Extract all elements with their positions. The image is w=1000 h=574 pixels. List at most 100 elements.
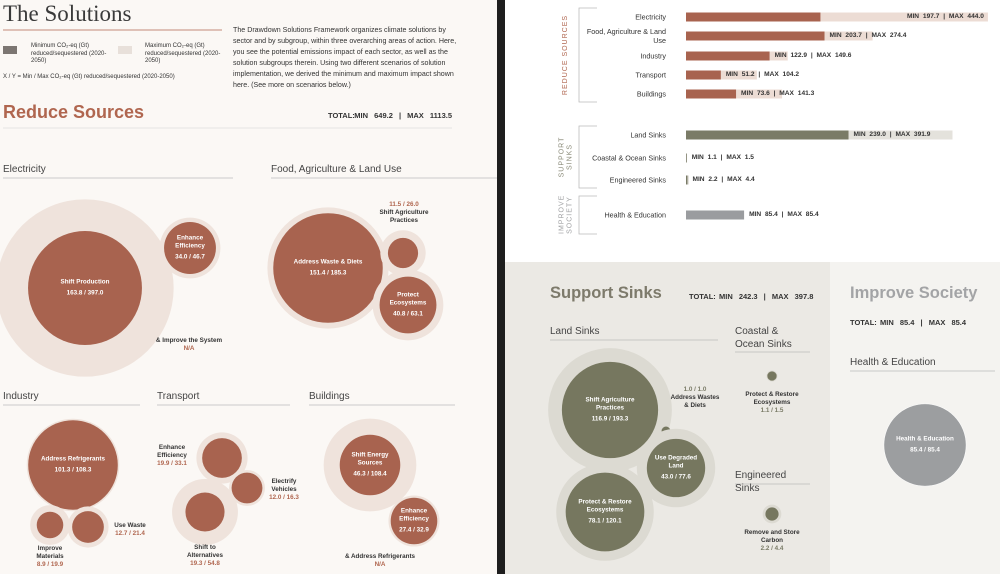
- support-total: MIN 242.3 | MAX 397.8: [719, 292, 814, 301]
- society-total: MIN 85.4 | MAX 85.4: [880, 318, 967, 327]
- bubble-min: [765, 507, 779, 521]
- bar-group-bracket: [578, 7, 597, 103]
- bubble-label: Use Waste 12.7 / 21.4: [110, 522, 150, 538]
- bubble-label: Enhance Efficiency 27.4 / 32.9: [394, 508, 434, 535]
- group-title: Transport: [157, 391, 200, 402]
- bar-value: MIN 122.9 | MAX 149.6: [774, 51, 852, 59]
- bubble-label: Remove and Store Carbon 2.2 / 4.4: [742, 529, 802, 553]
- bar-label: Buildings: [636, 89, 666, 99]
- group-title: Food, Agriculture & Land Use: [271, 164, 402, 175]
- bubble-value: 12.7 / 21.4: [115, 530, 145, 537]
- support-total-label: TOTAL:: [689, 292, 716, 301]
- bubble-min: [164, 222, 216, 274]
- bubble-value: 12.0 / 16.3: [269, 493, 299, 501]
- bubble-name: Shift Production: [60, 278, 110, 286]
- bubble-label: Use Degraded Land 43.0 / 77.6: [653, 455, 700, 482]
- bubble-label: Shift to Alternatives 19.3 / 54.8: [180, 544, 230, 568]
- bubble-label: Improve Materials 8.9 / 19.9: [25, 545, 75, 569]
- legend-min-swatch: [3, 46, 17, 54]
- bubble-value: 116.9 / 193.3: [591, 415, 629, 423]
- bar-value: MIN 1.1 | MAX 1.5: [691, 153, 754, 161]
- bubble-value: N/A: [374, 561, 386, 568]
- bar-group-bracket: [578, 125, 597, 189]
- bubble-min: [185, 492, 225, 532]
- section-title: Reduce Sources: [3, 102, 145, 122]
- bubble-value: 11.5 / 26.0: [389, 201, 419, 209]
- bar-value: MIN 73.6 | MAX 141.3: [741, 89, 815, 97]
- bubble-min: [28, 420, 118, 510]
- bubble-value: 8.9 / 19.9: [36, 560, 64, 568]
- bar-group-bracket: [578, 195, 597, 235]
- bar-value: MIN 85.4 | MAX 85.4: [749, 210, 819, 218]
- bar-min: [686, 130, 849, 140]
- bar-label: Land Sinks: [630, 130, 666, 140]
- bubble-name: Improve Materials: [36, 545, 64, 561]
- bubble-name: Health & Education: [896, 435, 954, 443]
- bar-min: [686, 175, 688, 185]
- bar-group-title: SUPPORT SINKS: [558, 136, 573, 178]
- legend-min: Minimum CO₂-eq (Gt) reduced/sequestered …: [31, 43, 107, 64]
- group-title: Land Sinks: [550, 326, 600, 337]
- bar-label: Coastal & Ocean Sinks: [592, 153, 666, 163]
- legend-max: Maximum CO₂-eq (Gt) reduced/sequestered …: [145, 43, 221, 64]
- bar-value: MIN 2.2 | MAX 4.4: [692, 175, 755, 183]
- bubble-label: Address Refrigerants 101.3 / 108.3: [37, 456, 109, 475]
- bubble-value: 85.4 / 85.4: [910, 446, 940, 454]
- bar-min: [686, 153, 687, 163]
- bubble-label: Shift Agriculture Practices 116.9 / 193.3: [572, 397, 649, 424]
- bubble-name: Protect & Restore Ecosystems: [578, 498, 632, 514]
- bubble-label: 1.0 / 1.0 Address Wastes & Diets: [670, 386, 720, 410]
- bubble-label: 11.5 / 26.0 Shift Agriculture Practices: [374, 201, 434, 225]
- bubble-label: Enhance Efficiency 19.9 / 33.1: [150, 444, 195, 468]
- bubble-value: 2.2 / 4.4: [760, 544, 784, 552]
- bubble-name: Shift to Alternatives: [186, 544, 224, 560]
- bubble-name: Shift Agriculture Practices: [585, 396, 635, 412]
- bubble-value: 40.8 / 63.1: [393, 310, 423, 318]
- bubble-min: [387, 237, 419, 269]
- bubble-name: Address Refrigerants: [40, 455, 106, 463]
- bubble-name: Address Waste & Diets: [293, 258, 363, 266]
- bar-group-title: REDUCE SOURCES: [562, 14, 570, 96]
- bubble-min: [646, 438, 706, 498]
- bubble-value: 151.4 / 185.3: [309, 269, 347, 277]
- legend-key: X / Y = Min / Max CO₂-eq (Gt) reduced/se…: [3, 74, 175, 80]
- bubble-name: Use Waste: [114, 522, 146, 530]
- bubble-value: 101.3 / 108.3: [54, 466, 92, 474]
- bubble-min: [339, 434, 401, 496]
- intro: The Drawdown Solutions Framework organiz…: [233, 26, 457, 89]
- bar-label: Engineered Sinks: [609, 175, 666, 185]
- society-title: Improve Society: [850, 284, 978, 302]
- bar-label: Transport: [635, 70, 667, 80]
- bubble-value: 1.1 / 1.5: [760, 406, 784, 414]
- bar-min: [686, 89, 737, 99]
- bubble-min: [202, 438, 242, 478]
- bubble-name: Enhance Efficiency: [399, 507, 429, 523]
- bar-value: MIN 239.0 | MAX 391.9: [853, 130, 931, 138]
- bar-min: [686, 12, 821, 22]
- bar-value: MIN 51.2 | MAX 104.2: [725, 70, 800, 78]
- bubble-min: [390, 497, 438, 545]
- group-title: Health & Education: [850, 357, 936, 368]
- support-title: Support Sinks: [550, 284, 662, 302]
- bubble-min: [561, 361, 659, 459]
- bubble-value: 19.3 / 54.8: [190, 559, 220, 567]
- bubble-label: Shift Energy Sources 46.3 / 108.4: [346, 452, 394, 479]
- bar-label: Industry: [640, 51, 666, 61]
- bubble-label: & Improve the System N/A: [154, 337, 224, 353]
- bubble-label: Protect Ecosystems 40.8 / 63.1: [385, 292, 430, 319]
- bubble-value: 163.8 / 397.0: [66, 289, 104, 297]
- bubble-label: Health & Education 85.4 / 85.4: [892, 436, 958, 455]
- bubble-min: [36, 511, 64, 539]
- bubble-name: Enhance Efficiency: [157, 444, 187, 460]
- bubble-name: & Improve the System: [155, 337, 223, 345]
- bubble-value: 78.1 / 120.1: [588, 517, 622, 525]
- bar-min: [686, 70, 721, 80]
- bar-value: MIN 197.7 | MAX 444.0: [906, 12, 984, 20]
- bubble-min: [767, 371, 777, 381]
- bar-label: Health & Education: [604, 210, 666, 220]
- bar-max: [686, 70, 757, 80]
- bubble-label: Shift Production 163.8 / 397.0: [39, 279, 130, 298]
- bubble-value: N/A: [183, 345, 195, 352]
- bubble-label: Address Waste & Diets 151.4 / 185.3: [284, 259, 372, 278]
